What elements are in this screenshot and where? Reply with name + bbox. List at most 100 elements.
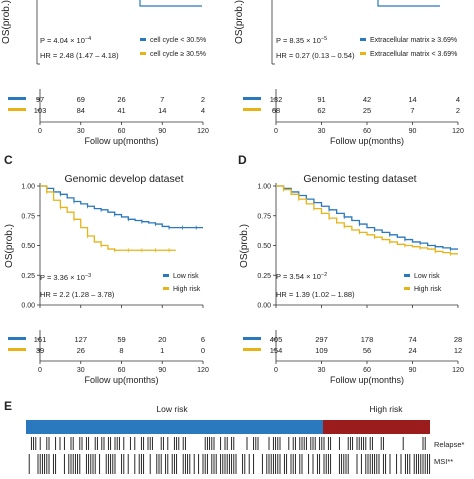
risk-table-cell: 41 bbox=[117, 106, 125, 115]
panel-c-legend-swatch-2 bbox=[163, 287, 169, 290]
risk-table-cell: 1 bbox=[160, 346, 164, 355]
risk-table-cell: 8 bbox=[119, 346, 123, 355]
risk-table-cell: 4 bbox=[201, 106, 205, 115]
x-tick-label: 90 bbox=[158, 367, 166, 374]
x-tick-label: 0 bbox=[274, 128, 278, 135]
panel-d-pvalue: P = 3.54 × 10−2 bbox=[276, 272, 327, 281]
panel-e-low-risk-bar bbox=[26, 420, 323, 434]
panel-a-legend-label-1: cell cycle < 30.5% bbox=[150, 37, 206, 44]
x-tick-label: 60 bbox=[118, 128, 126, 135]
x-tick-label: 90 bbox=[158, 128, 166, 135]
x-axis-title: Follow up(months) bbox=[330, 375, 404, 385]
x-axis-title: Follow up(months) bbox=[330, 136, 404, 146]
risk-table-cell: 74 bbox=[408, 335, 416, 344]
panel-d-letter: D bbox=[238, 153, 247, 167]
panel-c-legend-swatch-1 bbox=[163, 274, 169, 277]
panel-b-ylabel: OS(prob.) bbox=[234, 0, 245, 44]
panel-c-legend-label-2: High risk bbox=[173, 286, 201, 293]
risk-table-cell: 154 bbox=[270, 346, 283, 355]
risk-table-cell: 0 bbox=[201, 346, 205, 355]
y-tick-label: 0.25 bbox=[257, 273, 271, 280]
panel-e-high-risk-bar bbox=[323, 420, 430, 434]
panel-b-pvalue: P = 8.35 × 10−5 bbox=[276, 36, 327, 45]
risk-table-cell: 2 bbox=[201, 95, 205, 104]
x-tick-label: 120 bbox=[197, 367, 209, 374]
risk-row-swatch bbox=[243, 348, 261, 351]
km-curve-high-risk bbox=[40, 185, 176, 251]
y-tick-label: 0.75 bbox=[21, 213, 35, 220]
panel-d-hr: HR = 1.39 (1.02 – 1.88) bbox=[276, 290, 355, 299]
x-tick-label: 60 bbox=[363, 128, 371, 135]
panel-a-legend-swatch-2 bbox=[140, 52, 146, 55]
panel-e-relapse-track bbox=[30, 437, 426, 450]
panel-d-plot: 0.00 0.25 0.50 0.75 1.00 bbox=[257, 183, 459, 310]
panel-d-title: Genomic testing dataset bbox=[303, 173, 416, 185]
panel-c-pvalue: P = 3.36 × 10−3 bbox=[40, 273, 91, 282]
risk-table-cell: 297 bbox=[315, 335, 328, 344]
panel-b-curve-visible bbox=[377, 0, 440, 7]
km-curve-low-risk bbox=[276, 185, 458, 250]
panel-a-legend-label-2: cell cycle ≥ 30.5% bbox=[150, 51, 206, 58]
x-tick-label: 120 bbox=[197, 128, 209, 135]
risk-table-cell: 39 bbox=[36, 346, 44, 355]
y-tick-label: 1.00 bbox=[21, 184, 35, 191]
panel-a-legend-swatch-1 bbox=[140, 38, 146, 41]
risk-table-cell: 109 bbox=[315, 346, 328, 355]
panel-d-ylabel: OS(prob.) bbox=[239, 224, 250, 268]
panel-b: OS(prob.) P = 8.35 × 10−5 HR = 0.27 (0.1… bbox=[234, 0, 464, 146]
risk-table-cell: 7 bbox=[410, 106, 414, 115]
panel-e-track-label-relapse: Relapse* bbox=[434, 440, 465, 449]
y-tick-label: 1.00 bbox=[257, 184, 271, 191]
x-tick-label: 30 bbox=[77, 128, 85, 135]
risk-table-cell: 405 bbox=[270, 335, 283, 344]
x-tick-label: 0 bbox=[38, 367, 42, 374]
panel-b-hr: HR = 0.27 (0.13 – 0.54) bbox=[276, 51, 355, 60]
km-curve-high-risk bbox=[276, 185, 458, 255]
panel-a-curve-visible bbox=[139, 0, 202, 7]
y-tick-label: 0.50 bbox=[21, 243, 35, 250]
x-axis-title: Follow up(months) bbox=[84, 136, 158, 146]
risk-table-cell: 42 bbox=[363, 95, 371, 104]
x-axis-title: Follow up(months) bbox=[84, 375, 158, 385]
risk-table-cell: 14 bbox=[408, 95, 416, 104]
risk-table-cell: 14 bbox=[158, 106, 166, 115]
risk-table-cell: 132 bbox=[270, 95, 283, 104]
panel-c-hr: HR = 2.2 (1.28 – 3.78) bbox=[40, 290, 115, 299]
risk-row-swatch bbox=[243, 337, 261, 340]
panel-d-legend-label-2: High risk bbox=[414, 286, 442, 293]
risk-row-swatch bbox=[8, 97, 26, 100]
panel-d-legend-swatch-2 bbox=[404, 287, 410, 290]
panel-b-legend-swatch-1 bbox=[360, 38, 366, 41]
risk-table-cell: 161 bbox=[34, 335, 47, 344]
panel-d-legend-label-1: Low risk bbox=[414, 273, 440, 280]
risk-table-cell: 103 bbox=[34, 106, 47, 115]
y-tick-label: 0.50 bbox=[257, 243, 271, 250]
risk-table-cell: 69 bbox=[77, 95, 85, 104]
panel-e-msi-track bbox=[28, 454, 431, 474]
panel-e-high-label: High risk bbox=[369, 404, 403, 414]
panel-c-risk-table: 161 127 59 20 6 39 26 8 1 0 0 30 60 90 120 Follow up(mo… bbox=[8, 330, 209, 385]
x-tick-label: 90 bbox=[409, 367, 417, 374]
panel-e: E Low risk High risk Relapse* MSI** bbox=[4, 399, 465, 474]
risk-row-swatch bbox=[243, 108, 261, 111]
risk-table-cell: 127 bbox=[74, 335, 87, 344]
risk-table-cell: 59 bbox=[117, 335, 125, 344]
panel-d-legend-swatch-1 bbox=[404, 274, 410, 277]
panel-a-ylabel: OS(prob.) bbox=[1, 0, 12, 44]
risk-table-cell: 4 bbox=[456, 95, 460, 104]
risk-table-cell: 6 bbox=[201, 335, 205, 344]
risk-table-cell: 26 bbox=[77, 346, 85, 355]
x-tick-label: 0 bbox=[274, 367, 278, 374]
risk-table-cell: 12 bbox=[454, 346, 462, 355]
x-tick-label: 30 bbox=[318, 128, 326, 135]
risk-table-cell: 62 bbox=[317, 106, 325, 115]
panel-c-title: Genomic develop dataset bbox=[64, 173, 183, 185]
x-tick-label: 120 bbox=[452, 128, 464, 135]
panel-a-hr: HR = 2.48 (1.47 – 4.18) bbox=[40, 51, 119, 60]
risk-table-cell: 56 bbox=[363, 346, 371, 355]
x-tick-label: 90 bbox=[409, 128, 417, 135]
panel-c: C Genomic develop dataset OS(prob.) 0.00… bbox=[4, 153, 209, 385]
